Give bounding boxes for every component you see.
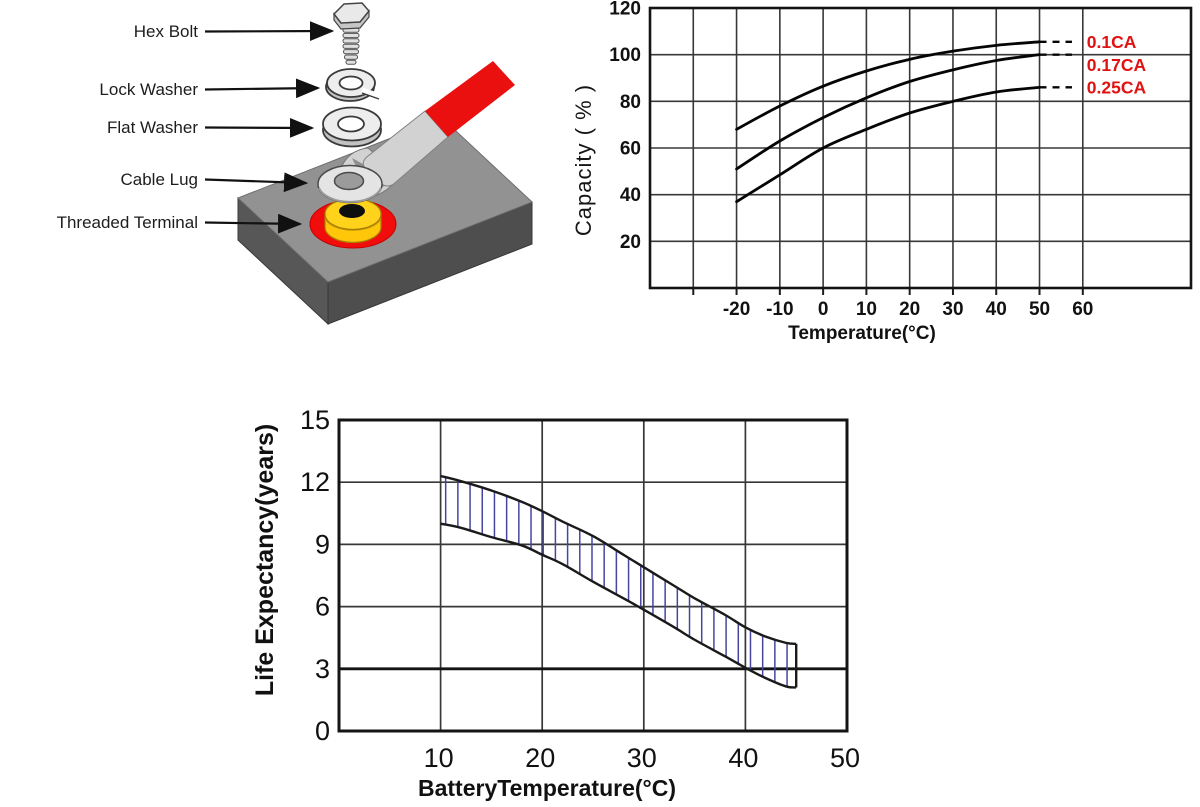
- x-tick-label: 60: [1072, 299, 1093, 320]
- bolt-head-top: [333, 2, 370, 24]
- tick-labels: 10 20 30 40 50 0 3 6 9 12 15: [300, 405, 860, 773]
- x-tick-label: 30: [942, 299, 963, 320]
- plot-border: [648, 6, 1193, 290]
- bolt-thread-3: [342, 38, 360, 44]
- band-upper-curve: [440, 474, 797, 646]
- series-label-0.1CA: 0.1CA: [1087, 32, 1137, 52]
- flat-washer-part: [322, 106, 382, 148]
- y-axis-title: Life Expectancy(years): [251, 424, 279, 696]
- life-band: [440, 474, 798, 689]
- bolt-thread-5: [343, 49, 359, 55]
- x-tick-label: 50: [830, 743, 860, 773]
- diagram-arrow-lock-washer: [204, 78, 321, 99]
- battery-top-face: [237, 117, 533, 283]
- lock-washer-part: [325, 68, 381, 102]
- lock-washer-hole: [338, 75, 364, 91]
- terminal-hole: [339, 204, 365, 218]
- x-tick-label: -20: [723, 299, 750, 320]
- x-tick-label: -10: [766, 299, 793, 320]
- x-axis-title: BatteryTemperature(°C): [418, 775, 676, 801]
- y-tick-label: 100: [609, 45, 641, 66]
- diagram-label-flat-washer: Flat Washer: [107, 118, 198, 137]
- tick-labels: -20 -10 0 10 20 30 40 50 60 20 40 60 80 100 120: [609, 0, 1093, 320]
- diagram-arrow-cable-lug: [204, 172, 309, 193]
- y-tick-label: 9: [315, 529, 330, 559]
- x-tick-label: 40: [986, 299, 1007, 320]
- lug-hole: [333, 171, 365, 191]
- diagram-label-hex-bolt: Hex Bolt: [134, 22, 199, 41]
- threaded-terminal-part: [309, 197, 397, 249]
- y-tick-label: 0: [315, 716, 330, 746]
- terminal-post-seam: [325, 219, 381, 231]
- bolt-thread-7: [345, 59, 357, 65]
- y-tick-label: 12: [300, 467, 330, 497]
- x-tick-label: 10: [424, 743, 454, 773]
- gridlines: [339, 420, 847, 731]
- diagram-label-cable-lug: Cable Lug: [120, 170, 198, 189]
- x-tick-label: 40: [728, 743, 758, 773]
- y-tick-label: 80: [620, 92, 641, 113]
- y-tick-label: 3: [315, 654, 330, 684]
- bolt-thread-4: [342, 43, 360, 49]
- series-label-0.17CA: 0.17CA: [1087, 55, 1147, 75]
- x-tick-label: 10: [856, 299, 877, 320]
- diagram-arrow-threaded-terminal: [204, 213, 303, 234]
- diagram-arrow-flat-washer: [204, 117, 315, 138]
- series-curves: [735, 40, 1072, 204]
- diagram-callout-labels: Hex Bolt Lock Washer Flat Washer Cable Lug T…: [57, 21, 335, 234]
- x-tick-label: 20: [525, 743, 555, 773]
- x-axis-title: Temperature(°C): [788, 323, 936, 344]
- plot-border: [337, 418, 849, 733]
- terminal-assembly-diagram: Hex Bolt Lock Washer Flat Washer Cable Lug T…: [57, 2, 533, 326]
- x-tick-label: 50: [1029, 299, 1050, 320]
- x-tick-label: 0: [818, 299, 829, 320]
- series-curve-0.1CA: [735, 40, 1041, 131]
- bolt-thread-2: [342, 32, 360, 39]
- cable-lug-plate-rim: [318, 187, 382, 203]
- y-axis-title: Capacity ( % ): [571, 84, 596, 236]
- hex-bolt-part: [333, 2, 370, 65]
- y-tick-label: 15: [300, 405, 330, 435]
- band-lower-curve: [440, 522, 797, 689]
- cable-lug-assembly: [317, 61, 515, 204]
- y-tick-label: 20: [620, 232, 641, 253]
- lock-washer-split-gap: [361, 87, 381, 99]
- battery-block: [237, 117, 533, 326]
- diagram-arrow-hex-bolt: [204, 21, 335, 41]
- cable: [425, 61, 515, 137]
- y-tick-label: 40: [620, 185, 641, 206]
- x-tick-label: 30: [627, 743, 657, 773]
- series-curve-0.17CA: [735, 53, 1041, 171]
- flat-washer-hole: [337, 115, 365, 133]
- bolt-thread-6: [344, 54, 358, 60]
- diagram-label-threaded-terminal: Threaded Terminal: [57, 213, 198, 232]
- x-tick-label: 20: [899, 299, 920, 320]
- life-expectancy-vs-temperature-chart: 10 20 30 40 50 0 3 6 9 12 15 BatteryTemperature(°C)…: [251, 405, 860, 801]
- diagram-label-lock-washer: Lock Washer: [99, 80, 198, 99]
- y-tick-label: 60: [620, 139, 641, 160]
- y-tick-label: 120: [609, 0, 641, 20]
- lock-washer-split-edge: [361, 92, 380, 100]
- y-tick-label: 6: [315, 592, 330, 622]
- series-curve-0.25CA: [735, 85, 1041, 204]
- series-label-0.25CA: 0.25CA: [1087, 77, 1147, 97]
